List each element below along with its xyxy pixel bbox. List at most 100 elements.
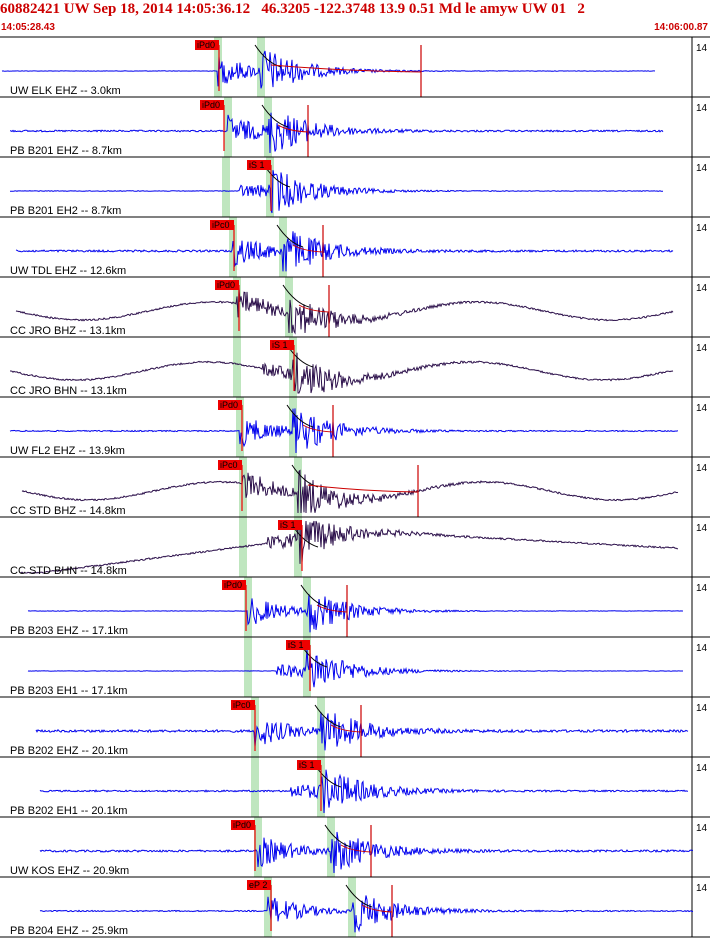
waveform xyxy=(21,469,679,514)
trace-row: iPd0 PB B203 EHZ -- 17.1km 14 xyxy=(0,576,710,637)
station-label: UW KOS EHZ -- 20.9km xyxy=(10,865,129,877)
pick-box xyxy=(200,100,224,110)
s-window-band xyxy=(294,517,302,577)
p-window-band xyxy=(264,877,272,937)
station-label: UW TDL EHZ -- 12.6km xyxy=(10,265,126,277)
s-window-band xyxy=(294,457,302,517)
waveform xyxy=(35,712,689,751)
pick-box xyxy=(195,40,219,50)
pick-label: eP 2 xyxy=(249,880,267,890)
travel-time-curve xyxy=(254,44,282,68)
pick-label: iPd0 xyxy=(220,400,238,410)
pick-box xyxy=(218,460,242,470)
station-label: PB B202 EH1 -- 20.1km xyxy=(10,805,127,817)
p-window-band xyxy=(254,817,262,877)
gain-label: 14 xyxy=(696,283,708,294)
station-label: PB B201 EHZ -- 8.7km xyxy=(10,145,122,157)
gain-label: 14 xyxy=(696,343,708,354)
coda-fit xyxy=(277,124,309,133)
gain-label: 14 xyxy=(696,703,708,714)
station-label: PB B202 EHZ -- 20.1km xyxy=(10,745,128,757)
p-window-band xyxy=(214,37,222,97)
p-window-band xyxy=(244,637,252,697)
coda-fit xyxy=(316,604,348,613)
s-window-band xyxy=(285,277,293,337)
waveform xyxy=(15,231,674,272)
gain-label: 14 xyxy=(696,223,708,234)
s-window-band xyxy=(303,577,311,637)
coda-fit xyxy=(302,424,334,433)
station-label: UW FL2 EHZ -- 13.9km xyxy=(10,445,125,457)
pick-label: iPc0 xyxy=(233,700,251,710)
pick-label: iS 1 xyxy=(288,640,304,650)
coda-fit xyxy=(292,244,324,253)
station-label: CC JRO BHZ -- 13.1km xyxy=(10,325,126,337)
station-label: PB B203 EHZ -- 17.1km xyxy=(10,625,128,637)
pick-box xyxy=(247,160,271,170)
s-window-band xyxy=(257,37,265,97)
gain-label: 14 xyxy=(696,463,708,474)
pick-label: iS 1 xyxy=(249,160,265,170)
trace-row: iPc0 PB B202 EHZ -- 20.1km 14 xyxy=(0,696,710,757)
pick-box xyxy=(218,400,242,410)
pick-box xyxy=(270,340,294,350)
coda-fit xyxy=(340,844,372,853)
p-window-band xyxy=(233,337,241,397)
p-window-band xyxy=(239,457,247,517)
travel-time-curve xyxy=(324,824,352,848)
trace-row: iPd0 PB B201 EHZ -- 8.7km 14 xyxy=(0,96,710,157)
pick-label: iS 1 xyxy=(299,760,315,770)
station-label: UW ELK EHZ -- 3.0km xyxy=(10,85,121,97)
pick-box xyxy=(231,820,255,830)
trace-row: iS 1 PB B201 EH2 -- 8.7km 14 xyxy=(0,156,710,217)
pick-box xyxy=(286,640,310,650)
s-window-band xyxy=(303,637,311,697)
travel-time-curve xyxy=(345,884,373,908)
waveform xyxy=(1,50,656,89)
coda-fit xyxy=(298,304,330,313)
coda-fit xyxy=(330,724,362,733)
pick-label: iPd0 xyxy=(197,40,215,50)
gain-label: 14 xyxy=(696,763,708,774)
waveform xyxy=(19,520,678,574)
station-label: CC STD BHZ -- 14.8km xyxy=(10,505,126,517)
waveform xyxy=(9,112,664,154)
s-window-band xyxy=(279,217,287,277)
p-window-band xyxy=(229,217,237,277)
coda-fit xyxy=(270,64,422,73)
station-label: PB B204 EHZ -- 25.9km xyxy=(10,925,128,937)
waveform xyxy=(27,594,683,633)
trace-row: iPd0 CC JRO BHZ -- 13.1km 14 xyxy=(0,276,710,337)
pick-box xyxy=(210,220,234,230)
travel-time-curve xyxy=(314,704,342,728)
event-header: 60882421 UW Sep 18, 2014 14:05:36.12 46.… xyxy=(0,1,585,17)
gain-label: 14 xyxy=(696,643,708,654)
s-window-band xyxy=(327,817,335,877)
station-label: PB B203 EH1 -- 17.1km xyxy=(10,685,127,697)
waveform xyxy=(9,408,678,454)
pick-box xyxy=(222,580,246,590)
pick-label: iPc0 xyxy=(212,220,230,230)
coda-fit xyxy=(361,904,393,913)
waveform xyxy=(27,648,683,688)
travel-time-curve xyxy=(286,404,314,428)
gain-label: 14 xyxy=(696,583,708,594)
gain-label: 14 xyxy=(696,103,708,114)
pick-label: iPd0 xyxy=(224,580,242,590)
p-window-band xyxy=(233,277,241,337)
waveform xyxy=(9,170,664,214)
pick-label: iS 1 xyxy=(280,520,296,530)
pick-label: iPd0 xyxy=(233,820,251,830)
pick-label: iPd0 xyxy=(217,280,235,290)
p-window-band xyxy=(244,577,252,637)
p-window-band xyxy=(251,757,259,817)
trace-row: iS 1 PB B202 EH1 -- 20.1km 14 xyxy=(0,756,710,817)
waveform xyxy=(39,895,694,933)
travel-time-curve xyxy=(282,284,310,308)
pick-label: iPc0 xyxy=(220,460,238,470)
waveform xyxy=(39,769,689,814)
gain-label: 14 xyxy=(696,43,708,54)
gain-label: 14 xyxy=(696,163,708,174)
pick-label: iS 1 xyxy=(272,340,288,350)
p-window-band xyxy=(222,157,230,217)
